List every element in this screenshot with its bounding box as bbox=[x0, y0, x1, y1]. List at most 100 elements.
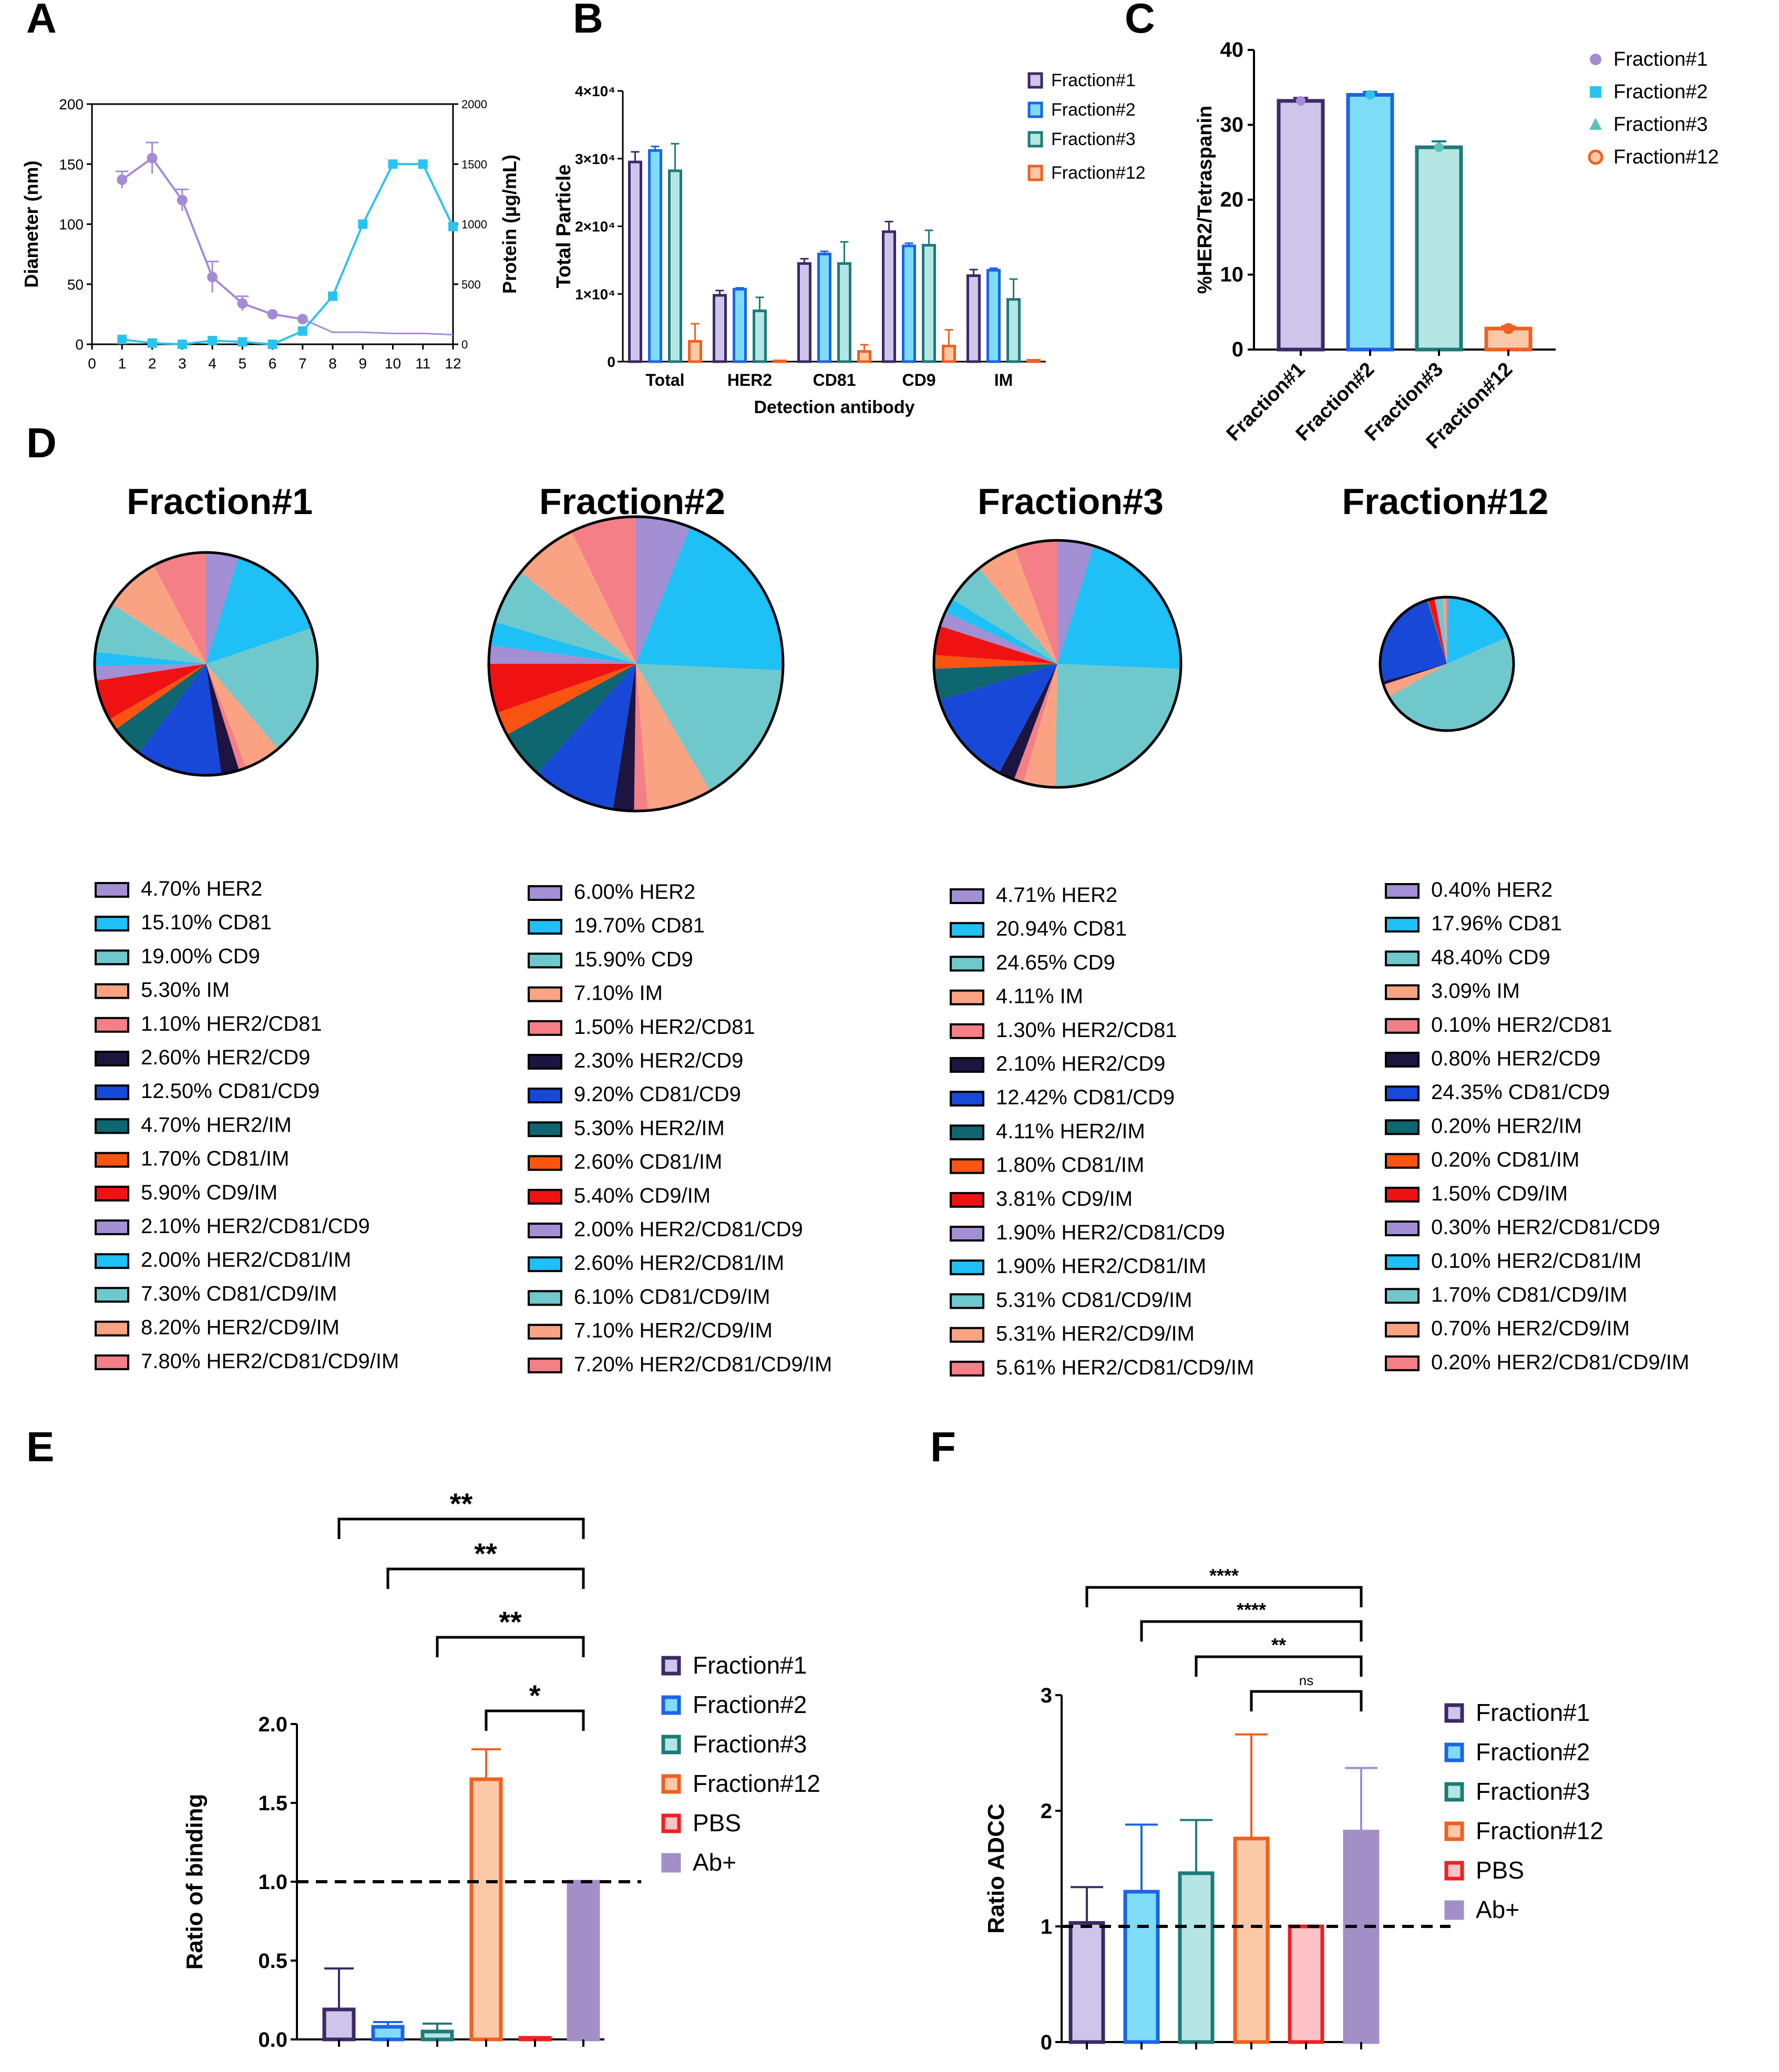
d-pie-slice bbox=[95, 664, 206, 681]
b-bar bbox=[817, 252, 831, 363]
d-legend-swatch bbox=[950, 1360, 984, 1377]
d-legend-swatch bbox=[95, 1084, 129, 1101]
a-diameter-line bbox=[121, 157, 303, 320]
d-pie-slice bbox=[934, 654, 1057, 669]
a-y2-tick-label: 1000 bbox=[461, 218, 487, 231]
a-x-tick-label: 1 bbox=[118, 355, 126, 372]
d-pie-slice bbox=[636, 527, 783, 671]
c-legend-marker bbox=[1588, 149, 1603, 165]
d-pie-slice bbox=[1383, 664, 1447, 697]
d-legend-label: 15.10% CD81 bbox=[141, 911, 272, 934]
a-diameter-point bbox=[177, 194, 188, 206]
d-legend-swatch bbox=[950, 1259, 984, 1276]
f-legend-swatch bbox=[1444, 1861, 1464, 1881]
a-x-tick-label: 0 bbox=[88, 355, 96, 372]
c-legend-marker bbox=[1589, 118, 1602, 130]
d-pie-slice bbox=[1446, 597, 1447, 664]
b-bar bbox=[857, 350, 871, 363]
d-legend-label: 0.20% HER2/IM bbox=[1431, 1114, 1582, 1137]
c-legend-label: Fraction#12 bbox=[1613, 146, 1719, 168]
panel-label-a: A bbox=[26, 0, 57, 42]
d-legend-swatch bbox=[528, 1088, 562, 1104]
a-protein-point bbox=[388, 159, 398, 169]
e-y-label: Ratio of binding bbox=[182, 1794, 208, 1970]
d-legend-label: 0.20% HER2/CD81/CD9/IM bbox=[1431, 1351, 1689, 1374]
b-y-tick-label: 0 bbox=[607, 354, 615, 370]
d-legend-label: 7.80% HER2/CD81/CD9/IM bbox=[141, 1350, 399, 1373]
d-pie-slice bbox=[1389, 637, 1514, 731]
d-legend-label: 3.09% IM bbox=[1431, 980, 1520, 1003]
e-legend-label: Ab+ bbox=[693, 1849, 736, 1876]
d-legend-label: 2.60% HER2/CD81/IM bbox=[574, 1252, 784, 1275]
c-y-tick-label: 30 bbox=[1220, 114, 1244, 137]
f-legend-label: Fraction#3 bbox=[1476, 1778, 1590, 1805]
f-legend-swatch bbox=[1444, 1703, 1464, 1723]
d-pie-slice bbox=[1426, 600, 1447, 664]
c-bar bbox=[1277, 99, 1325, 352]
d-legend-label: 1.70% CD81/IM bbox=[141, 1147, 289, 1171]
d-legend-swatch bbox=[95, 1017, 129, 1033]
a-x-tick-label: 5 bbox=[238, 355, 246, 372]
d-pie-slice bbox=[1435, 598, 1447, 664]
d-legend-label: 1.30% HER2/CD81 bbox=[996, 1019, 1177, 1042]
e-y-tick-label: 0.5 bbox=[258, 1950, 287, 1973]
c-y-tick-label: 0 bbox=[1232, 338, 1243, 361]
panel-label-e: E bbox=[26, 1423, 54, 1470]
e-significance-label: ** bbox=[474, 1537, 497, 1570]
d-pie-slice bbox=[1055, 664, 1181, 787]
d-legend-swatch bbox=[528, 1020, 562, 1036]
d-pie-slice bbox=[945, 599, 1057, 664]
c-y-tick-label: 40 bbox=[1220, 38, 1244, 61]
b-y-tick-label: 2×10⁴ bbox=[575, 219, 615, 235]
d-pie-title: Fraction#3 bbox=[978, 481, 1164, 522]
f-bar bbox=[1343, 1830, 1380, 2044]
e-legend-swatch bbox=[661, 1695, 681, 1715]
panel-label-c: C bbox=[1125, 0, 1155, 42]
b-bar bbox=[837, 262, 851, 363]
d-pie-slice bbox=[489, 664, 636, 713]
d-legend-label: 4.71% HER2 bbox=[996, 884, 1117, 907]
b-y-label: Total Particle bbox=[553, 165, 575, 289]
a-x-tick-label: 11 bbox=[415, 355, 430, 372]
d-legend-swatch bbox=[528, 1155, 562, 1171]
b-y-tick-label: 1×10⁴ bbox=[575, 286, 615, 302]
d-legend-label: 7.30% CD81/CD9/IM bbox=[141, 1282, 337, 1305]
b-bar bbox=[753, 309, 767, 363]
d-legend-swatch bbox=[1385, 917, 1420, 933]
d-legend-swatch bbox=[528, 1223, 562, 1238]
b-bar bbox=[797, 262, 811, 363]
b-x-tick-label: CD9 bbox=[902, 371, 935, 389]
d-legend-swatch bbox=[950, 1192, 984, 1208]
d-pie-slice bbox=[1427, 600, 1447, 664]
d-pie-slice bbox=[495, 572, 636, 664]
d-legend-swatch bbox=[95, 1219, 129, 1235]
f-significance-label: **** bbox=[1209, 1565, 1239, 1586]
a-y-tick-label: 50 bbox=[67, 276, 84, 293]
d-legend-swatch bbox=[95, 949, 129, 966]
d-pie-slice bbox=[952, 568, 1057, 664]
e-significance-label: ** bbox=[499, 1605, 522, 1638]
d-legend-label: 2.30% HER2/CD9 bbox=[574, 1049, 743, 1072]
e-y-tick-label: 0.0 bbox=[258, 2028, 287, 2052]
d-legend-label: 3.81% CD9/IM bbox=[996, 1187, 1133, 1211]
a-x-tick-label: 8 bbox=[328, 355, 337, 372]
b-bar bbox=[922, 244, 936, 363]
b-bar bbox=[1026, 358, 1041, 363]
d-legend-swatch bbox=[950, 1023, 984, 1039]
b-bar bbox=[713, 294, 727, 363]
b-legend-swatch bbox=[1027, 72, 1043, 89]
d-legend-label: 9.20% CD81/CD9 bbox=[574, 1083, 741, 1106]
c-bar bbox=[1346, 93, 1394, 352]
d-legend-label: 5.90% CD9/IM bbox=[141, 1181, 277, 1204]
d-legend-swatch bbox=[95, 916, 129, 932]
d-pie-slice bbox=[934, 664, 1057, 701]
d-legend-swatch bbox=[95, 882, 129, 898]
d-pie-slice bbox=[934, 625, 1057, 664]
f-legend-swatch bbox=[1444, 1821, 1464, 1841]
c-legend-label: Fraction#2 bbox=[1613, 81, 1708, 103]
d-pie-slice bbox=[1014, 664, 1057, 783]
b-x-tick-label: CD81 bbox=[813, 371, 856, 389]
d-legend-label: 12.50% CD81/CD9 bbox=[141, 1080, 320, 1103]
b-x-label: Detection antibody bbox=[754, 397, 914, 417]
